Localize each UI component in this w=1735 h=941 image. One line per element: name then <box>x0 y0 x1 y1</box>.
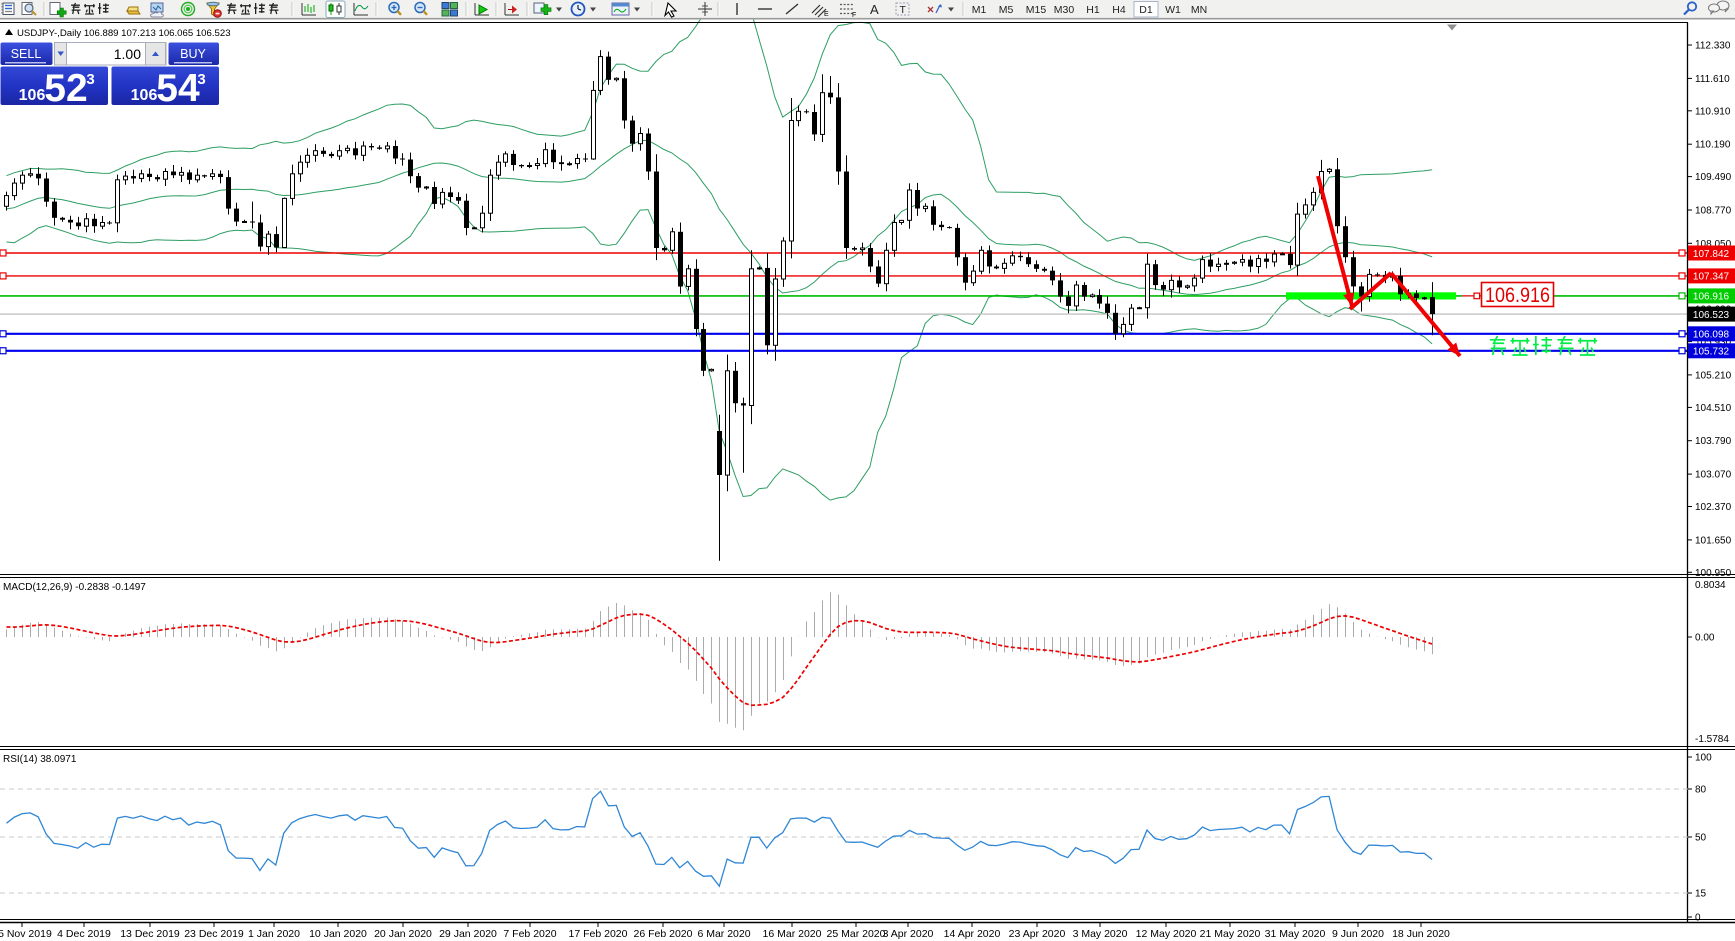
svg-text:15: 15 <box>1695 889 1707 900</box>
svg-text:100: 100 <box>1695 753 1712 764</box>
svg-text:3: 3 <box>86 71 94 88</box>
svg-text:111.610: 111.610 <box>1695 74 1730 85</box>
svg-text:3 Apr 2020: 3 Apr 2020 <box>883 928 934 940</box>
svg-text:112.330: 112.330 <box>1695 41 1731 52</box>
svg-text:M15: M15 <box>1026 4 1047 16</box>
svg-text:31 May 2020: 31 May 2020 <box>1265 928 1326 940</box>
svg-text:102.370: 102.370 <box>1695 502 1732 513</box>
svg-text:0: 0 <box>1695 913 1701 924</box>
svg-text:107.842: 107.842 <box>1693 249 1730 260</box>
svg-text:E: E <box>824 11 829 18</box>
svg-text:H1: H1 <box>1086 4 1100 16</box>
svg-text:3 May 2020: 3 May 2020 <box>1073 928 1128 940</box>
svg-text:29 Jan 2020: 29 Jan 2020 <box>439 928 497 940</box>
svg-text:USDJPY-,Daily 106.889 107.213: USDJPY-,Daily 106.889 107.213 106.065 10… <box>17 28 231 39</box>
svg-text:SELL: SELL <box>11 47 42 61</box>
svg-text:D1: D1 <box>1139 4 1153 16</box>
svg-text:106.523: 106.523 <box>1693 310 1730 321</box>
svg-text:101.650: 101.650 <box>1695 535 1732 546</box>
svg-text:21 May 2020: 21 May 2020 <box>1200 928 1261 940</box>
svg-text:12 May 2020: 12 May 2020 <box>1136 928 1197 940</box>
svg-text:MN: MN <box>1191 4 1207 16</box>
svg-text:H4: H4 <box>1112 4 1126 16</box>
svg-text:1.00: 1.00 <box>114 46 141 62</box>
svg-text:T: T <box>900 4 907 16</box>
svg-text:103.070: 103.070 <box>1695 470 1732 481</box>
svg-text:3: 3 <box>197 71 205 88</box>
svg-text:104.510: 104.510 <box>1695 403 1732 414</box>
svg-text:106.916: 106.916 <box>1485 284 1550 307</box>
svg-text:107.347: 107.347 <box>1693 272 1730 283</box>
svg-text:7 Feb 2020: 7 Feb 2020 <box>503 928 556 940</box>
svg-text:6 Mar 2020: 6 Mar 2020 <box>697 928 750 940</box>
svg-text:20 Jan 2020: 20 Jan 2020 <box>374 928 432 940</box>
svg-text:0.00: 0.00 <box>1695 633 1715 644</box>
svg-text:109.490: 109.490 <box>1695 172 1732 183</box>
svg-text:106: 106 <box>131 87 158 104</box>
svg-text:25 Mar 2020: 25 Mar 2020 <box>827 928 886 940</box>
svg-text:26 Feb 2020: 26 Feb 2020 <box>634 928 693 940</box>
svg-text:M30: M30 <box>1054 4 1075 16</box>
svg-text:50: 50 <box>1695 833 1707 844</box>
svg-text:F: F <box>852 12 856 19</box>
svg-text:105.732: 105.732 <box>1693 347 1730 358</box>
svg-text:105.210: 105.210 <box>1695 370 1732 381</box>
svg-text:-1.5784: -1.5784 <box>1695 734 1729 745</box>
svg-text:W1: W1 <box>1165 4 1181 16</box>
svg-text:106.916: 106.916 <box>1693 292 1730 303</box>
svg-text:9 Jun 2020: 9 Jun 2020 <box>1332 928 1384 940</box>
svg-text:13 Dec 2019: 13 Dec 2019 <box>120 928 180 940</box>
svg-text:1 Jan 2020: 1 Jan 2020 <box>248 928 300 940</box>
svg-text:25 Nov 2019: 25 Nov 2019 <box>0 928 52 940</box>
svg-text:52: 52 <box>44 67 87 110</box>
svg-text:100.950: 100.950 <box>1695 568 1732 579</box>
svg-text:103.790: 103.790 <box>1695 436 1732 447</box>
svg-text:105.930: 105.930 <box>1695 337 1732 348</box>
svg-text:106.098: 106.098 <box>1693 330 1730 341</box>
svg-text:23 Dec 2019: 23 Dec 2019 <box>184 928 244 940</box>
svg-text:M1: M1 <box>972 4 987 16</box>
svg-text:4 Dec 2019: 4 Dec 2019 <box>57 928 111 940</box>
svg-text:108.050: 108.050 <box>1695 239 1732 250</box>
svg-text:14 Apr 2020: 14 Apr 2020 <box>944 928 1001 940</box>
svg-text:A: A <box>870 2 879 17</box>
svg-text:110.190: 110.190 <box>1695 140 1731 151</box>
svg-text:BUY: BUY <box>180 47 206 61</box>
svg-text:10 Jan 2020: 10 Jan 2020 <box>309 928 367 940</box>
svg-text:MACD(12,26,9) -0.2838 -0.1497: MACD(12,26,9) -0.2838 -0.1497 <box>3 582 146 593</box>
svg-text:18 Jun 2020: 18 Jun 2020 <box>1392 928 1450 940</box>
svg-text:17 Feb 2020: 17 Feb 2020 <box>569 928 628 940</box>
svg-text:110.910: 110.910 <box>1695 106 1731 117</box>
svg-text:RSI(14) 38.0971: RSI(14) 38.0971 <box>3 754 77 765</box>
svg-text:106: 106 <box>19 87 46 104</box>
svg-text:0.8034: 0.8034 <box>1695 580 1726 591</box>
svg-text:54: 54 <box>156 67 200 110</box>
svg-text:M5: M5 <box>999 4 1014 16</box>
svg-text:80: 80 <box>1695 785 1707 796</box>
svg-text:16 Mar 2020: 16 Mar 2020 <box>763 928 822 940</box>
svg-text:108.770: 108.770 <box>1695 205 1732 216</box>
svg-text:23 Apr 2020: 23 Apr 2020 <box>1009 928 1066 940</box>
